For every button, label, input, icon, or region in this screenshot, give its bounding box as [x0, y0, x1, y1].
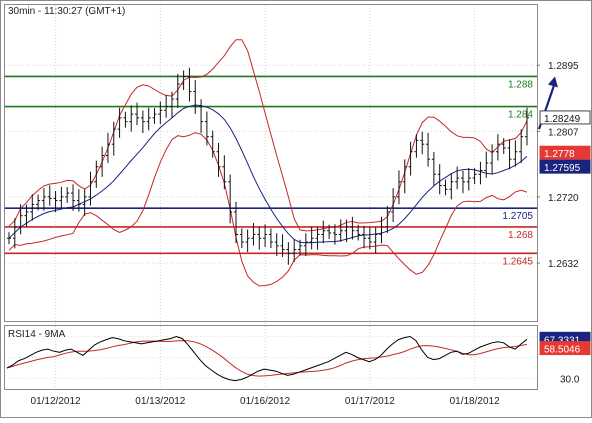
date-label: 01/16/2012	[240, 396, 290, 407]
level-label: 1.2705	[502, 211, 533, 222]
level-label: 1.288	[508, 79, 533, 90]
rsi-panel-frame	[4, 325, 538, 390]
price-badge-label: 1.2778	[544, 149, 575, 160]
level-label: 1.284	[508, 110, 533, 121]
price-badge	[539, 145, 591, 160]
price-tick-label: 1.2632	[548, 259, 579, 270]
rsi-badge-label: 58.5046	[544, 345, 581, 356]
price-tick-label: 1.2895	[548, 61, 579, 72]
price-badge	[539, 110, 591, 125]
support-resistance-levels: 1.288 1.284 1.2705 1.268 1.2645	[5, 75, 558, 267]
price-bars	[7, 67, 529, 265]
price-badge-label: 1.28249	[544, 114, 581, 125]
price-tick-label: 1.2807	[548, 127, 579, 138]
bollinger-lower	[8, 132, 528, 287]
price-panel-frame	[4, 4, 538, 322]
rsi-9ma-line	[6, 340, 528, 377]
axes: 1.2895 1.2807 1.2720 1.2632 01/12/2012 01/13/…	[31, 61, 580, 407]
chart-header-title: 30min - 11:30:27 (GMT+1)	[8, 6, 125, 17]
level-label: 1.2645	[502, 256, 533, 267]
rsi14-line	[6, 335, 528, 382]
rsi-badge	[539, 341, 591, 356]
rsi-badge-label: 67.3331	[544, 335, 581, 346]
price-badge-label: 1.27595	[544, 163, 581, 174]
date-label: 01/12/2012	[31, 396, 81, 407]
date-label: 01/13/2012	[135, 396, 185, 407]
trend-arrow-head	[548, 76, 558, 88]
level-label: 1.268	[508, 230, 533, 241]
rsi-panel-title: RSI14 - 9MA	[8, 329, 66, 340]
price-tick-label: 1.2720	[548, 193, 579, 204]
rsi-lines	[6, 335, 528, 382]
bollinger-bands	[8, 39, 528, 287]
bollinger-middle	[8, 104, 528, 244]
bollinger-upper	[8, 39, 528, 232]
date-label: 01/17/2012	[345, 396, 395, 407]
price-badge	[539, 159, 591, 174]
date-label: 01/18/2012	[450, 396, 500, 407]
rsi-axis-label: 30.0	[560, 375, 580, 386]
